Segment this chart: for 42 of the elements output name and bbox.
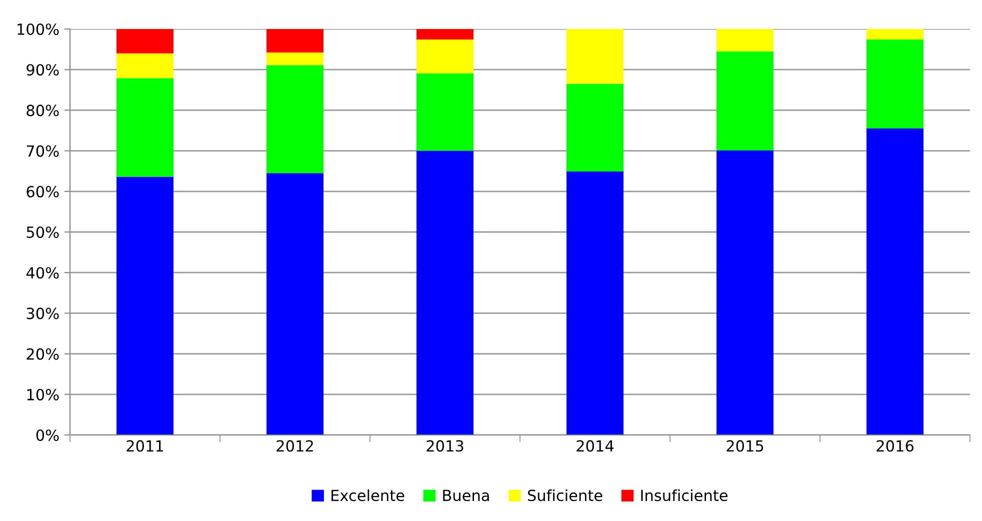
legend-label: Suficiente [528, 489, 602, 502]
y-tick-label: 60% [26, 186, 59, 198]
y-tick-label: 20% [26, 348, 59, 360]
bar [416, 29, 474, 40]
bar [866, 29, 924, 40]
y-tick-label: 100% [18, 23, 59, 36]
bar [116, 176, 174, 435]
bar [266, 29, 324, 53]
bar [866, 128, 924, 435]
y-tick-label: 30% [26, 308, 59, 320]
bar [416, 73, 474, 151]
y-tick-label: 10% [27, 388, 59, 400]
bar [416, 40, 474, 74]
bar [266, 52, 324, 66]
bar [716, 51, 774, 150]
legend-label: Insuficiente [641, 489, 728, 502]
y-tick-label: 90% [26, 64, 59, 76]
bar [716, 29, 774, 52]
bar [116, 53, 174, 78]
bar [866, 40, 924, 128]
legend-label: Buena [443, 490, 489, 502]
bar [566, 29, 624, 84]
x-tick-label: 2012 [276, 440, 313, 452]
x-tick-label: 2013 [426, 440, 464, 452]
x-tick-label: 2014 [576, 440, 614, 452]
y-tick-label: 0% [36, 429, 59, 442]
x-tick-label: 2015 [726, 440, 764, 452]
x-tick-label: 2011 [126, 440, 164, 452]
legend-label: Excelente [332, 489, 404, 502]
y-tick-label: 40% [26, 267, 59, 279]
y-tick-label: 50% [26, 226, 59, 238]
bar [566, 172, 624, 435]
bar [566, 84, 624, 172]
bar [716, 150, 774, 435]
bar [266, 173, 324, 435]
bar [116, 78, 174, 177]
bar [416, 150, 474, 435]
x-tick-label: 2016 [876, 440, 914, 452]
bar [116, 29, 174, 54]
y-tick-label: 80% [26, 104, 59, 116]
y-tick-label: 70% [26, 145, 59, 157]
bar [266, 65, 324, 174]
